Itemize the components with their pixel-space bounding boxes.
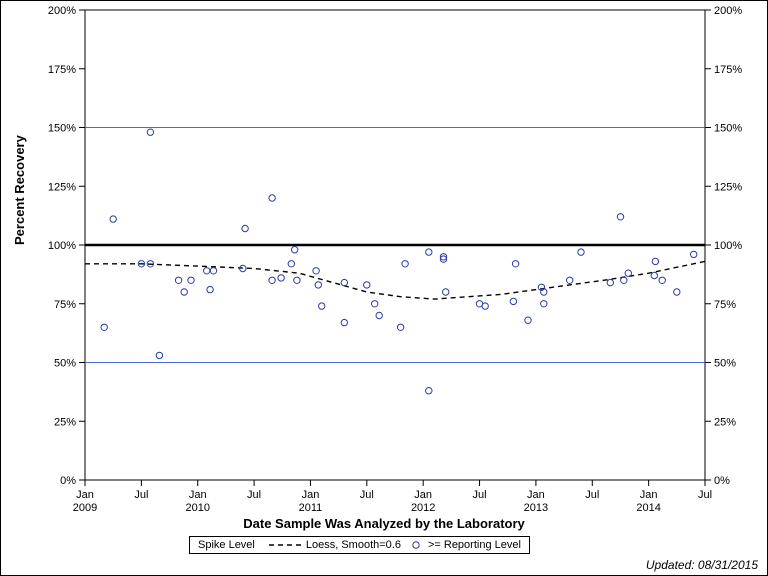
x-axis-label-text: Date Sample Was Analyzed by the Laborato… — [243, 516, 525, 531]
y-tick-label-right: 125% — [714, 181, 742, 193]
data-point — [659, 277, 665, 283]
data-point — [397, 324, 403, 330]
x-tick-label-year: 2010 — [185, 502, 209, 514]
x-tick-label-year: 2012 — [411, 502, 435, 514]
data-point — [625, 270, 631, 276]
data-point — [567, 277, 573, 283]
data-point — [341, 319, 347, 325]
data-point — [376, 312, 382, 318]
y-tick-label-right: 150% — [714, 123, 742, 135]
data-point — [210, 268, 216, 274]
y-tick-label: 200% — [48, 5, 76, 17]
legend-swatch-marker — [409, 540, 423, 550]
data-point — [292, 247, 298, 253]
data-point — [426, 249, 432, 255]
y-tick-label: 100% — [48, 240, 76, 252]
data-point — [651, 272, 657, 278]
data-point — [512, 261, 518, 267]
data-point — [110, 216, 116, 222]
x-tick-label: Jan — [414, 489, 432, 501]
data-point — [315, 282, 321, 288]
data-point — [482, 303, 488, 309]
data-point — [443, 289, 449, 295]
y-tick-label-right: 100% — [714, 240, 742, 252]
data-point — [541, 301, 547, 307]
legend-item-loess: Loess, Smooth=0.6 — [269, 539, 401, 551]
legend-item-marker: >= Reporting Level — [409, 539, 521, 551]
data-point — [341, 279, 347, 285]
data-point — [147, 129, 153, 135]
legend-label-marker: >= Reporting Level — [428, 539, 521, 551]
data-point — [510, 298, 516, 304]
updated-footer: Updated: 08/31/2015 — [646, 558, 758, 572]
x-tick-label: Jan — [640, 489, 658, 501]
y-tick-label-right: 200% — [714, 5, 742, 17]
x-tick-label-year: 2009 — [73, 502, 97, 514]
legend: Spike Level Loess, Smooth=0.6 >= Reporti… — [189, 536, 530, 554]
y-tick-label: 50% — [54, 358, 76, 370]
legend-title: Spike Level — [198, 539, 255, 551]
data-point — [607, 279, 613, 285]
updated-text: Updated: 08/31/2015 — [646, 558, 758, 572]
data-point — [156, 352, 162, 358]
x-tick-label: Jul — [585, 489, 599, 501]
x-tick-label: Jul — [360, 489, 374, 501]
data-point — [269, 195, 275, 201]
data-point — [278, 275, 284, 281]
data-point — [313, 268, 319, 274]
data-point — [188, 277, 194, 283]
data-point — [372, 301, 378, 307]
y-tick-label: 125% — [48, 181, 76, 193]
y-tick-label: 75% — [54, 299, 76, 311]
data-point — [364, 282, 370, 288]
x-tick-label: Jan — [302, 489, 320, 501]
data-point — [426, 388, 432, 394]
data-point — [101, 324, 107, 330]
y-tick-label-right: 50% — [714, 358, 736, 370]
data-point — [525, 317, 531, 323]
data-point — [204, 268, 210, 274]
x-tick-label: Jul — [247, 489, 261, 501]
x-tick-label: Jul — [698, 489, 712, 501]
x-tick-label-year: 2014 — [636, 502, 660, 514]
data-point — [319, 303, 325, 309]
x-tick-label: Jan — [527, 489, 545, 501]
legend-label-loess: Loess, Smooth=0.6 — [306, 539, 401, 551]
x-tick-label: Jan — [189, 489, 207, 501]
data-point — [578, 249, 584, 255]
y-tick-label-right: 75% — [714, 299, 736, 311]
data-point — [269, 277, 275, 283]
plot-area: 0% 0% 25% 25% 50% 50% 75% 75% 100% 100% 125% 125% 15… — [0, 0, 768, 576]
data-point — [294, 277, 300, 283]
data-point — [175, 277, 181, 283]
data-point — [674, 289, 680, 295]
data-point — [402, 261, 408, 267]
y-tick-label: 175% — [48, 64, 76, 76]
x-tick-label: Jul — [134, 489, 148, 501]
data-point — [181, 289, 187, 295]
data-point — [242, 225, 248, 231]
data-point — [652, 258, 658, 264]
y-tick-label: 0% — [60, 475, 76, 487]
x-tick-label-year: 2013 — [524, 502, 548, 514]
data-point — [288, 261, 294, 267]
y-tick-label: 150% — [48, 123, 76, 135]
x-tick-label: Jan — [76, 489, 94, 501]
data-point — [207, 286, 213, 292]
x-axis-label: Date Sample Was Analyzed by the Laborato… — [0, 516, 768, 531]
data-point — [621, 277, 627, 283]
x-tick-label: Jul — [473, 489, 487, 501]
data-point — [617, 214, 623, 220]
x-tick-label-year: 2011 — [299, 502, 323, 514]
y-tick-label: 25% — [54, 416, 76, 428]
data-point — [691, 251, 697, 257]
y-tick-label-right: 0% — [714, 475, 730, 487]
y-tick-label-right: 175% — [714, 64, 742, 76]
legend-swatch-dash — [269, 540, 301, 550]
y-tick-label-right: 25% — [714, 416, 736, 428]
